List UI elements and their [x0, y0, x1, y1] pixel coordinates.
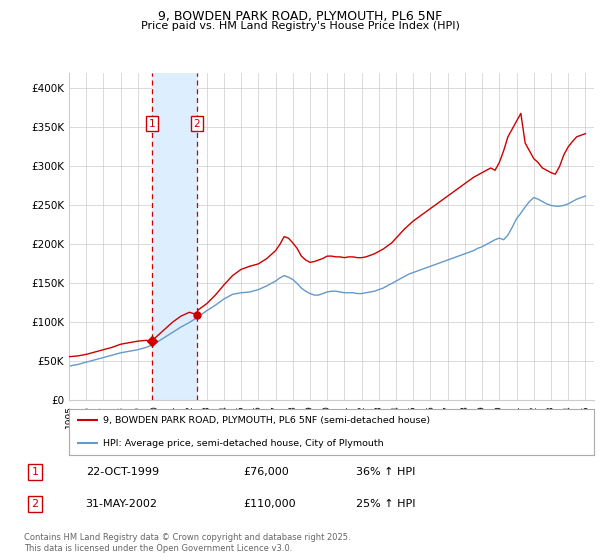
Text: 25% ↑ HPI: 25% ↑ HPI: [356, 499, 416, 508]
Text: 31-MAY-2002: 31-MAY-2002: [86, 499, 158, 508]
Text: 9, BOWDEN PARK ROAD, PLYMOUTH, PL6 5NF: 9, BOWDEN PARK ROAD, PLYMOUTH, PL6 5NF: [158, 10, 442, 23]
Text: 1: 1: [148, 119, 155, 128]
Text: £76,000: £76,000: [244, 467, 289, 477]
Text: 22-OCT-1999: 22-OCT-1999: [86, 467, 159, 477]
Bar: [152, 73, 197, 400]
Text: 9, BOWDEN PARK ROAD, PLYMOUTH, PL6 5NF (semi-detached house): 9, BOWDEN PARK ROAD, PLYMOUTH, PL6 5NF (…: [103, 416, 430, 425]
Text: HPI: Average price, semi-detached house, City of Plymouth: HPI: Average price, semi-detached house,…: [103, 438, 384, 448]
Text: 2: 2: [193, 119, 200, 128]
Text: 2: 2: [31, 499, 38, 508]
Text: 36% ↑ HPI: 36% ↑ HPI: [356, 467, 416, 477]
Text: £110,000: £110,000: [244, 499, 296, 508]
Text: Contains HM Land Registry data © Crown copyright and database right 2025.
This d: Contains HM Land Registry data © Crown c…: [24, 533, 350, 553]
Text: Price paid vs. HM Land Registry's House Price Index (HPI): Price paid vs. HM Land Registry's House …: [140, 21, 460, 31]
Text: 1: 1: [31, 467, 38, 477]
